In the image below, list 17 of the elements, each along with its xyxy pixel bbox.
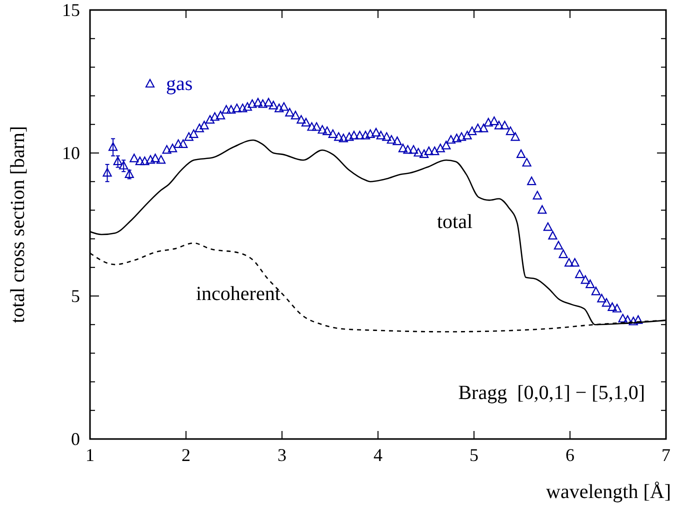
x-tick-label: 3: [278, 445, 286, 465]
y-tick-label: 10: [62, 143, 80, 163]
x-tick-label: 1: [86, 445, 94, 465]
y-tick-label: 5: [71, 286, 80, 306]
x-tick-label: 6: [566, 445, 574, 465]
y-tick-label: 0: [71, 429, 80, 449]
y-tick-label: 15: [62, 0, 80, 20]
series-label: incoherent: [196, 283, 281, 305]
y-axis-title: total cross section [barn]: [7, 126, 29, 324]
x-tick-label: 2: [182, 445, 190, 465]
x-tick-label: 4: [374, 445, 382, 465]
legend-label: gas: [166, 73, 193, 95]
x-tick-label: 7: [662, 445, 670, 465]
series-label: total: [437, 211, 473, 233]
annotation: Bragg [0,0,1] − [5,1,0]: [458, 382, 645, 404]
x-tick-label: 5: [470, 445, 478, 465]
x-axis-title: wavelength [Å]: [546, 481, 671, 503]
